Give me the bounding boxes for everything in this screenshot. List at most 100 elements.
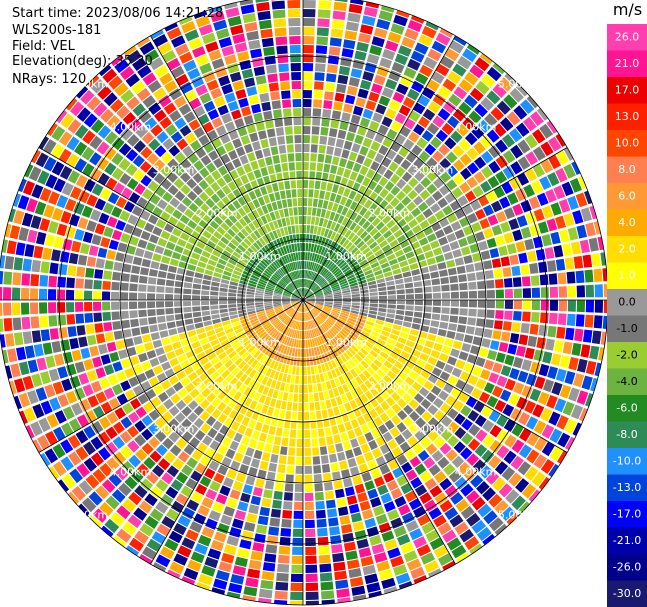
velocity-gate <box>488 160 501 174</box>
velocity-gate <box>203 100 216 112</box>
velocity-gate <box>374 342 384 350</box>
velocity-gate <box>199 62 213 75</box>
velocity-gate <box>293 302 300 308</box>
velocity-gate <box>496 100 511 115</box>
velocity-gate <box>424 143 437 156</box>
velocity-gate <box>364 199 373 209</box>
velocity-gate <box>439 442 452 455</box>
velocity-gate <box>438 236 449 246</box>
velocity-gate <box>211 170 222 181</box>
velocity-gate <box>382 374 393 384</box>
velocity-gate <box>220 254 229 262</box>
velocity-gate <box>146 471 159 485</box>
velocity-gate <box>234 118 245 129</box>
velocity-gate <box>33 343 44 357</box>
velocity-gate <box>123 201 135 213</box>
velocity-gate <box>288 347 293 356</box>
velocity-gate <box>524 347 535 360</box>
azimuth-spoke <box>302 35 456 301</box>
velocity-gate <box>291 301 300 305</box>
velocity-gate <box>213 272 222 278</box>
velocity-gate <box>141 132 155 145</box>
velocity-gate <box>305 243 309 252</box>
velocity-gate <box>58 327 68 339</box>
velocity-gate <box>256 352 264 361</box>
velocity-gate <box>229 281 239 287</box>
velocity-gate <box>309 310 315 319</box>
velocity-gate <box>217 365 227 375</box>
velocity-gate <box>335 271 343 278</box>
velocity-gate <box>452 63 467 77</box>
velocity-gate <box>293 510 303 520</box>
velocity-gate <box>291 300 299 302</box>
velocity-gate <box>245 264 255 271</box>
velocity-gate <box>284 289 292 295</box>
velocity-gate <box>333 295 342 299</box>
velocity-gate <box>337 385 345 395</box>
velocity-gate <box>466 234 477 245</box>
velocity-gate <box>550 202 562 216</box>
velocity-gate <box>434 471 447 484</box>
velocity-gate <box>321 464 331 473</box>
velocity-gate <box>177 515 191 528</box>
velocity-gate <box>228 409 238 420</box>
velocity-gate <box>541 424 555 439</box>
velocity-gate <box>566 271 576 284</box>
velocity-gate <box>286 401 293 411</box>
velocity-gate <box>298 303 302 312</box>
velocity-gate <box>266 471 276 481</box>
velocity-gate <box>47 289 57 300</box>
velocity-gate <box>30 215 42 230</box>
velocity-gate <box>287 263 292 272</box>
velocity-gate <box>357 363 366 372</box>
velocity-gate <box>138 292 147 300</box>
velocity-gate <box>255 300 264 303</box>
velocity-gate <box>298 279 301 288</box>
velocity-gate <box>479 135 493 149</box>
velocity-gate <box>282 315 289 323</box>
velocity-gate <box>237 424 247 435</box>
velocity-gate <box>332 10 346 21</box>
velocity-gate <box>89 345 100 357</box>
velocity-gate <box>168 405 180 417</box>
velocity-gate <box>495 235 506 246</box>
velocity-gate <box>269 517 280 527</box>
velocity-gate <box>432 115 445 128</box>
velocity-gate <box>333 434 341 444</box>
velocity-gate <box>316 226 322 236</box>
velocity-gate <box>237 303 246 307</box>
velocity-gate <box>153 109 167 122</box>
velocity-gate <box>95 485 110 500</box>
velocity-gate <box>234 221 244 231</box>
velocity-gate <box>467 438 481 451</box>
velocity-gate <box>17 195 30 210</box>
velocity-gate <box>284 306 293 312</box>
velocity-gate <box>320 581 334 591</box>
velocity-gate <box>255 75 267 85</box>
velocity-gate <box>135 218 147 229</box>
velocity-gate <box>531 312 540 323</box>
velocity-gate <box>269 174 277 184</box>
velocity-gate <box>93 312 103 322</box>
velocity-gate <box>477 280 486 290</box>
velocity-gate <box>317 18 330 28</box>
velocity-gate <box>228 335 238 342</box>
velocity-gate <box>209 235 220 244</box>
velocity-gate <box>323 390 330 400</box>
velocity-gate <box>272 230 279 239</box>
velocity-gate <box>254 533 266 543</box>
velocity-gate <box>312 108 322 117</box>
velocity-gate <box>331 110 342 120</box>
ring-label: 5.00km <box>67 509 109 522</box>
velocity-gate <box>280 314 288 322</box>
velocity-gate <box>168 375 179 385</box>
velocity-gate <box>350 344 359 353</box>
velocity-gate <box>175 73 189 87</box>
velocity-gate <box>199 167 210 178</box>
velocity-gate <box>397 398 407 409</box>
velocity-gate <box>170 479 184 492</box>
velocity-gate <box>112 361 123 372</box>
velocity-gate <box>419 64 433 78</box>
velocity-gate <box>114 82 129 97</box>
velocity-gate <box>317 536 329 546</box>
